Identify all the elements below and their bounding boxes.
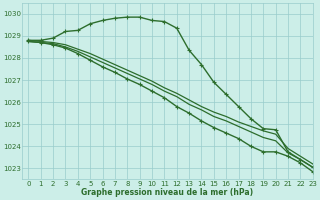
X-axis label: Graphe pression niveau de la mer (hPa): Graphe pression niveau de la mer (hPa) (81, 188, 253, 197)
